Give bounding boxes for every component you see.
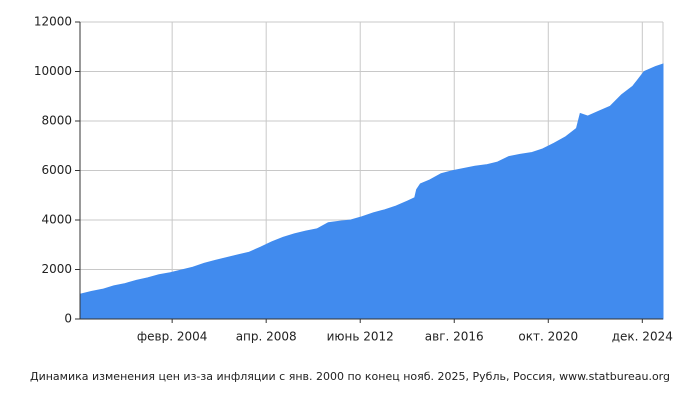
x-tick-label: окт. 2020 (518, 330, 578, 344)
y-tick-label: 2000 (41, 262, 72, 276)
y-tick-label: 10000 (34, 64, 72, 78)
x-tick-label: апр. 2008 (236, 330, 297, 344)
y-tick-label: 12000 (34, 15, 72, 29)
y-tick-label: 0 (64, 312, 72, 326)
x-tick-label: июнь 2012 (327, 330, 394, 344)
x-tick-label: авг. 2016 (425, 330, 484, 344)
x-tick-label: дек. 2024 (612, 330, 673, 344)
x-tick-label: февр. 2004 (137, 330, 208, 344)
y-tick-label: 8000 (41, 114, 72, 128)
y-tick-label: 4000 (41, 213, 72, 227)
y-tick-label: 6000 (41, 163, 72, 177)
area (79, 63, 664, 320)
chart-title: Динамика изменения цен из-за инфляции с … (30, 370, 670, 383)
